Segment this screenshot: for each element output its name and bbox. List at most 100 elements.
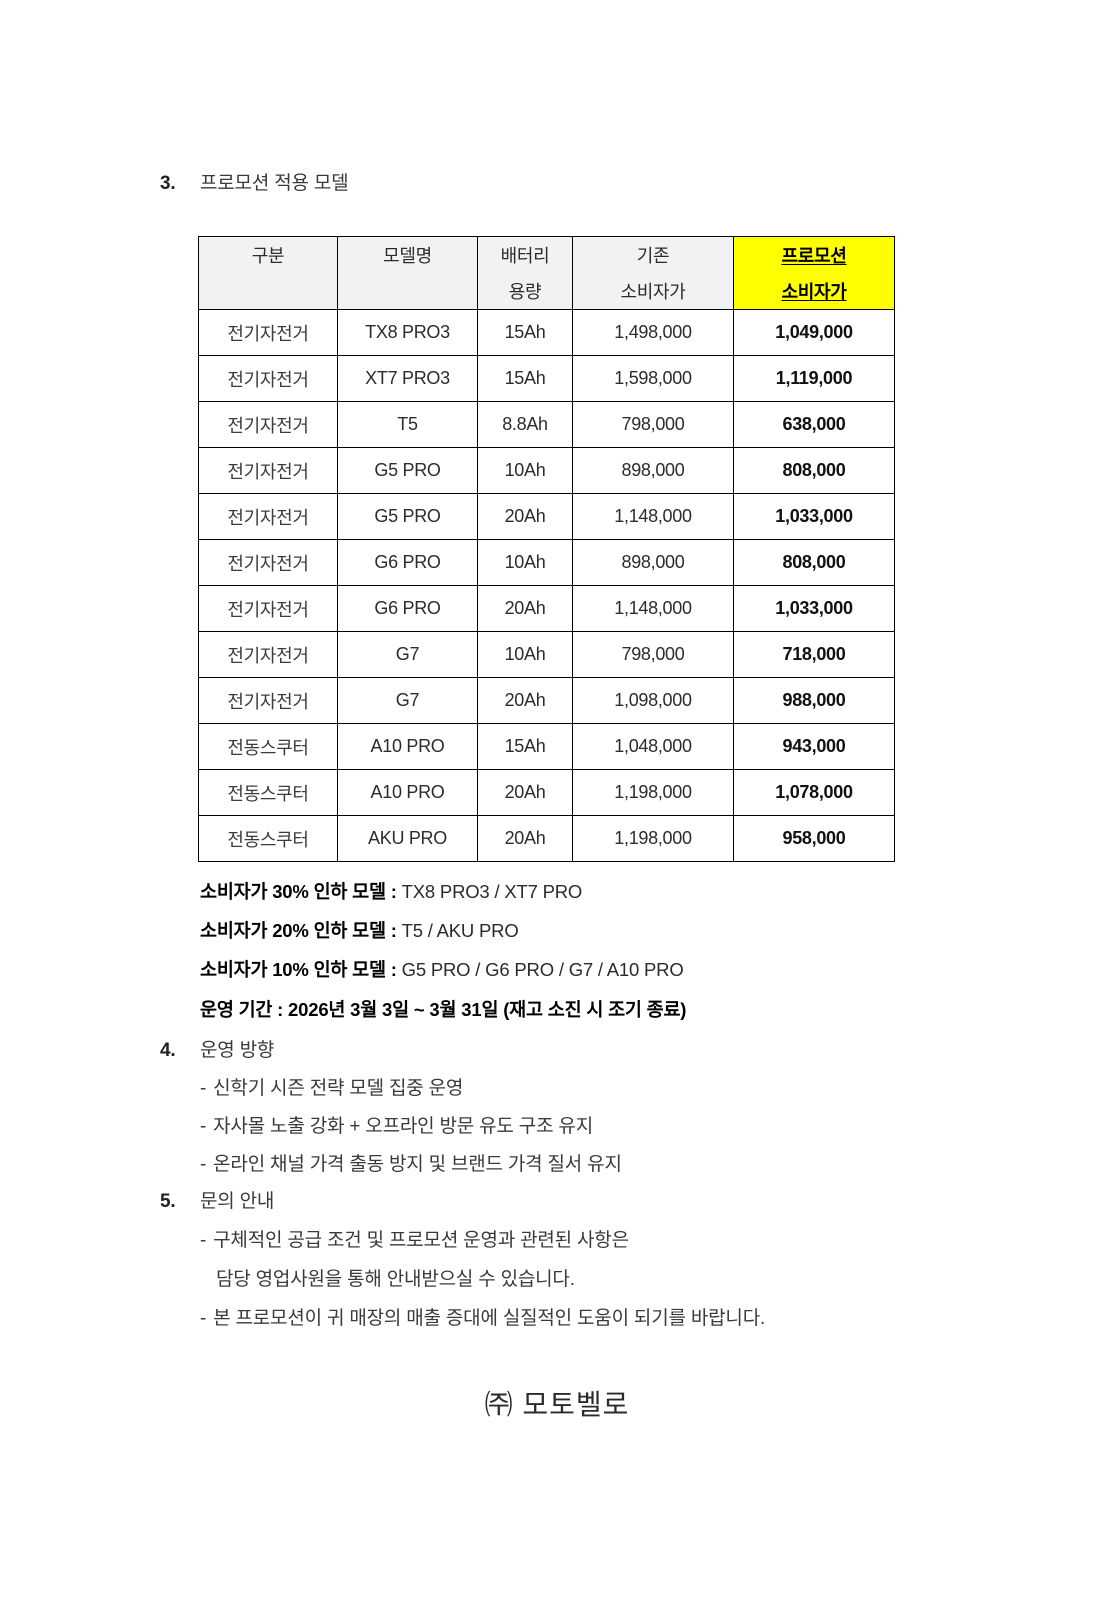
cell-battery: 20Ah <box>477 677 573 724</box>
cell-old-price: 898,000 <box>572 539 734 586</box>
cell-category: 전기자전거 <box>198 309 338 356</box>
cell-category: 전동스쿠터 <box>198 769 338 816</box>
cell-promo-price: 1,033,000 <box>733 493 895 540</box>
cell-category: 전기자전거 <box>198 585 338 632</box>
table-row: 전기자전거 T5 8.8Ah 798,000 638,000 <box>198 401 895 448</box>
cell-category: 전기자전거 <box>198 539 338 586</box>
cell-promo-price: 808,000 <box>733 447 895 494</box>
cell-model: A10 PRO <box>337 723 478 770</box>
cell-old-price: 798,000 <box>572 631 734 678</box>
cell-category: 전동스쿠터 <box>198 815 338 862</box>
cell-promo-price: 958,000 <box>733 815 895 862</box>
section-5-bullet-1-continuation: 담당 영업사원을 통해 안내받으실 수 있습니다. <box>216 1269 575 1290</box>
section-4-bullet-3: - 온라인 채널 가격 출동 방지 및 브랜드 가격 질서 유지 <box>200 1149 622 1176</box>
discount-note-30-value: TX8 PRO3 / XT7 PRO <box>401 881 583 902</box>
cell-promo-price: 1,049,000 <box>733 309 895 356</box>
cell-old-price: 1,198,000 <box>572 769 734 816</box>
cell-model: AKU PRO <box>337 815 478 862</box>
discount-note-10-label: 소비자가 10% 인하 모델 : <box>200 959 402 980</box>
cell-category: 전기자전거 <box>198 631 338 678</box>
section-4-heading: 4. 운영 방향 <box>160 1035 274 1062</box>
promotion-model-table-wrapper: 구분 모델명 배터리 기존 프로모션 용량 소비자가 소비자가 전기자전거 TX8… <box>198 236 895 862</box>
bullet-dash-icon: - <box>200 1078 207 1099</box>
section-4-bullet-1: - 신학기 시즌 전략 모델 집중 운영 <box>200 1073 463 1100</box>
cell-old-price: 1,598,000 <box>572 355 734 402</box>
table-body: 전기자전거 TX8 PRO3 15Ah 1,498,000 1,049,000 전기자전거… <box>198 309 895 862</box>
section-4-title: 운영 방향 <box>200 1040 275 1061</box>
table-row: 전기자전거 G5 PRO 10Ah 898,000 808,000 <box>198 447 895 494</box>
cell-battery: 15Ah <box>477 723 573 770</box>
table-header: 구분 모델명 배터리 기존 프로모션 용량 소비자가 소비자가 <box>198 236 895 310</box>
table-row: 전동스쿠터 A10 PRO 20Ah 1,198,000 1,078,000 <box>198 769 895 816</box>
discount-note-30-label: 소비자가 30% 인하 모델 : <box>200 881 402 902</box>
bullet-dash-icon: - <box>200 1308 207 1329</box>
section-5-heading: 5. 문의 안내 <box>160 1186 274 1213</box>
table-row: 전기자전거 XT7 PRO3 15Ah 1,598,000 1,119,000 <box>198 355 895 402</box>
cell-model: T5 <box>337 401 478 448</box>
table-row: 전동스쿠터 AKU PRO 20Ah 1,198,000 958,000 <box>198 815 895 862</box>
header-cell-old-price-line2: 소비자가 <box>572 273 734 310</box>
cell-model: G7 <box>337 677 478 724</box>
table-row: 전기자전거 TX8 PRO3 15Ah 1,498,000 1,049,000 <box>198 309 895 356</box>
header-cell-promo-price-line2: 소비자가 <box>733 273 895 310</box>
cell-model: XT7 PRO3 <box>337 355 478 402</box>
discount-note-10: 소비자가 10% 인하 모델 : G5 PRO / G6 PRO / G7 / … <box>200 956 684 982</box>
cell-category: 전기자전거 <box>198 493 338 540</box>
cell-model: TX8 PRO3 <box>337 309 478 356</box>
bullet-dash-icon: - <box>200 1154 207 1175</box>
cell-battery: 10Ah <box>477 447 573 494</box>
bullet-dash-icon: - <box>200 1230 207 1251</box>
cell-old-price: 1,198,000 <box>572 815 734 862</box>
header-cell-old-price: 기존 <box>572 236 734 273</box>
cell-battery: 20Ah <box>477 493 573 540</box>
discount-note-20-value: T5 / AKU PRO <box>401 920 519 941</box>
header-cell-battery-line2: 용량 <box>477 273 573 310</box>
cell-model: G6 PRO <box>337 585 478 632</box>
section-3-title: 프로모션 적용 모델 <box>200 173 349 194</box>
cell-old-price: 1,148,000 <box>572 585 734 632</box>
table-row: 전기자전거 G7 10Ah 798,000 718,000 <box>198 631 895 678</box>
cell-category: 전기자전거 <box>198 355 338 402</box>
section-5-number: 5. <box>160 1191 176 1212</box>
cell-model: G5 PRO <box>337 493 478 540</box>
table-row: 전동스쿠터 A10 PRO 15Ah 1,048,000 943,000 <box>198 723 895 770</box>
cell-battery: 20Ah <box>477 769 573 816</box>
promotion-period-note: 운영 기간 : 2026년 3월 3일 ~ 3월 31일 (재고 소진 시 조기… <box>200 999 687 1020</box>
cell-category: 전동스쿠터 <box>198 723 338 770</box>
cell-battery: 20Ah <box>477 585 573 632</box>
company-signature: ㈜ 모토벨로 <box>484 1389 630 1420</box>
cell-promo-price: 638,000 <box>733 401 895 448</box>
promotion-model-table: 구분 모델명 배터리 기존 프로모션 용량 소비자가 소비자가 전기자전거 TX8… <box>198 236 895 862</box>
section-3-heading: 3. 프로모션 적용 모델 <box>160 168 349 195</box>
cell-old-price: 898,000 <box>572 447 734 494</box>
cell-battery: 10Ah <box>477 631 573 678</box>
cell-old-price: 798,000 <box>572 401 734 448</box>
section-4-bullet-2-text: 자사몰 노출 강화 + 오프라인 방문 유도 구조 유지 <box>213 1116 593 1137</box>
section-4-bullet-2: - 자사몰 노출 강화 + 오프라인 방문 유도 구조 유지 <box>200 1111 593 1138</box>
table-row: 전기자전거 G6 PRO 20Ah 1,148,000 1,033,000 <box>198 585 895 632</box>
table-row: 전기자전거 G7 20Ah 1,098,000 988,000 <box>198 677 895 724</box>
cell-battery: 8.8Ah <box>477 401 573 448</box>
section-4-bullet-3-text: 온라인 채널 가격 출동 방지 및 브랜드 가격 질서 유지 <box>213 1154 622 1175</box>
cell-old-price: 1,148,000 <box>572 493 734 540</box>
cell-battery: 15Ah <box>477 355 573 402</box>
cell-model: G7 <box>337 631 478 678</box>
section-5-bullet-2: - 본 프로모션이 귀 매장의 매출 증대에 실질적인 도움이 되기를 바랍니다… <box>200 1303 765 1330</box>
section-4-bullet-1-text: 신학기 시즌 전략 모델 집중 운영 <box>213 1078 464 1099</box>
cell-promo-price: 988,000 <box>733 677 895 724</box>
section-5-bullet-2-text: 본 프로모션이 귀 매장의 매출 증대에 실질적인 도움이 되기를 바랍니다. <box>213 1308 766 1329</box>
header-cell-promo-price: 프로모션 <box>733 236 895 273</box>
bullet-dash-icon: - <box>200 1116 207 1137</box>
cell-promo-price: 1,033,000 <box>733 585 895 632</box>
cell-model: A10 PRO <box>337 769 478 816</box>
cell-promo-price: 808,000 <box>733 539 895 586</box>
cell-old-price: 1,048,000 <box>572 723 734 770</box>
cell-battery: 10Ah <box>477 539 573 586</box>
table-row: 전기자전거 G5 PRO 20Ah 1,148,000 1,033,000 <box>198 493 895 540</box>
discount-note-30: 소비자가 30% 인하 모델 : TX8 PRO3 / XT7 PRO <box>200 878 582 904</box>
cell-category: 전기자전거 <box>198 677 338 724</box>
cell-model: G6 PRO <box>337 539 478 586</box>
cell-promo-price: 1,119,000 <box>733 355 895 402</box>
section-5-bullet-1: - 구체적인 공급 조건 및 프로모션 운영과 관련된 사항은 <box>200 1225 629 1252</box>
